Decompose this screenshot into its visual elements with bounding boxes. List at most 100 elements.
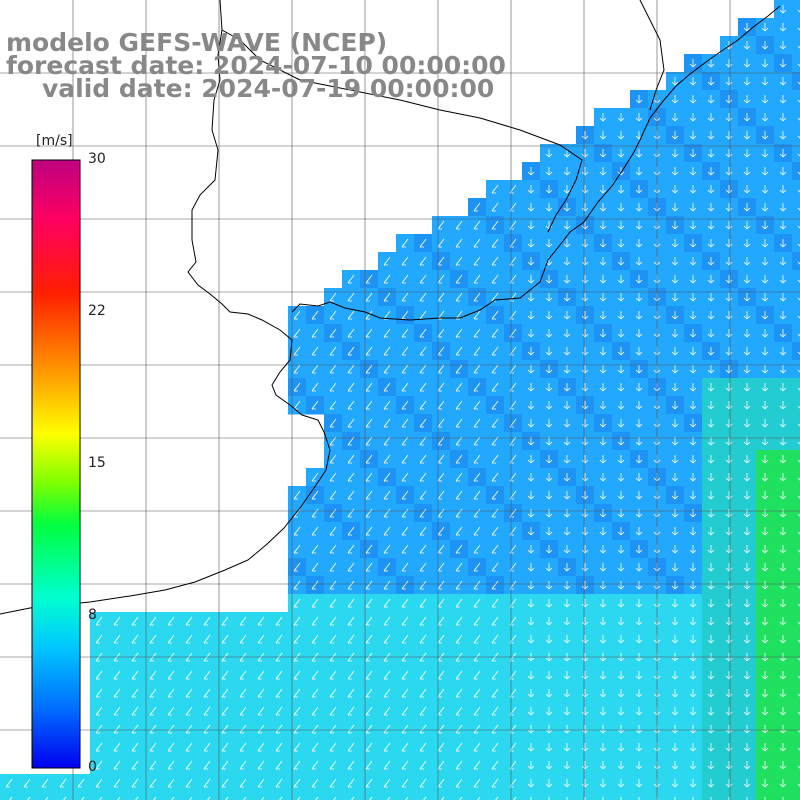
wind-arrow: [527, 401, 535, 410]
wind-arrow: [779, 329, 787, 338]
wind-arrow: [581, 167, 589, 176]
wind-arrow: [671, 725, 679, 734]
wind-arrow: [635, 365, 643, 374]
wind-arrow: [401, 382, 409, 392]
wind-arrow: [581, 761, 589, 770]
wind-arrow: [599, 149, 607, 158]
wind-arrow: [419, 742, 427, 752]
wind-arrow: [455, 508, 463, 518]
wind-arrow: [761, 293, 769, 302]
wind-arrow: [779, 581, 787, 590]
wind-arrow: [617, 257, 625, 266]
wind-arrow: [779, 239, 787, 248]
wind-arrow: [617, 275, 625, 284]
wind-arrow: [441, 796, 445, 800]
wind-arrow: [527, 563, 535, 572]
wind-arrow: [419, 436, 427, 446]
wind-arrow: [671, 761, 679, 770]
wind-arrow: [365, 778, 373, 788]
wind-arrow: [27, 796, 31, 800]
wind-arrow: [329, 724, 337, 734]
wind-arrow: [9, 796, 13, 800]
wind-arrow: [599, 761, 607, 770]
wind-arrow: [779, 185, 787, 194]
wind-arrow: [401, 778, 409, 788]
wind-arrow: [707, 149, 715, 158]
wind-arrow: [473, 238, 481, 248]
wind-arrow: [689, 635, 697, 644]
wind-arrow: [347, 580, 355, 590]
wind-arrow: [599, 725, 607, 734]
wind-arrow: [293, 742, 301, 752]
colorbar-tick-15: 15: [88, 455, 106, 471]
wind-arrow: [243, 796, 247, 800]
wind-arrow: [527, 509, 535, 518]
wind-arrow: [761, 149, 769, 158]
wind-arrow: [81, 796, 85, 800]
wind-arrow: [95, 670, 103, 680]
coastline-path: [0, 0, 331, 615]
wind-arrow: [563, 635, 571, 644]
wind-arrow: [527, 473, 535, 482]
wind-arrow: [293, 490, 301, 500]
wind-arrow: [329, 580, 337, 590]
wind-arrow: [167, 616, 175, 626]
wind-arrow: [581, 707, 589, 716]
wind-arrow: [707, 779, 715, 788]
wind-arrow: [743, 113, 751, 122]
wind-arrow: [671, 185, 679, 194]
wind-arrow: [725, 293, 733, 302]
wind-arrow: [437, 364, 445, 374]
wind-arrow: [491, 778, 499, 788]
wind-arrow: [491, 562, 499, 572]
wind-arrow: [707, 347, 715, 356]
wind-arrow: [117, 796, 121, 800]
wind-arrow: [725, 563, 733, 572]
wind-arrow: [365, 274, 373, 284]
wind-arrow: [563, 509, 571, 518]
wind-arrow: [455, 418, 463, 428]
wind-arrow: [707, 635, 715, 644]
wind-arrow: [95, 706, 103, 716]
wind-arrow: [455, 706, 463, 716]
wind-arrow: [563, 725, 571, 734]
wind-arrow: [761, 581, 769, 590]
wind-arrow: [545, 563, 553, 572]
wind-arrow: [473, 688, 481, 698]
wind-arrow: [635, 761, 643, 770]
wind-arrow: [707, 473, 715, 482]
wind-arrow: [779, 167, 787, 176]
wind-arrow: [671, 437, 679, 446]
wind-speed-cell: [504, 792, 523, 800]
wind-arrow: [293, 616, 301, 626]
wind-arrow: [491, 202, 499, 212]
wind-arrow: [257, 760, 265, 770]
wind-arrow: [527, 635, 535, 644]
wind-arrow: [473, 382, 481, 392]
wind-arrow: [455, 436, 463, 446]
wind-arrow: [671, 689, 679, 698]
wind-arrow: [149, 688, 157, 698]
wind-arrow: [351, 796, 355, 800]
wind-arrow: [311, 382, 319, 392]
wind-arrow: [347, 598, 355, 608]
wind-arrow: [347, 544, 355, 554]
wind-arrow: [455, 328, 463, 338]
wind-arrow: [689, 563, 697, 572]
wind-arrow: [689, 293, 697, 302]
wind-arrow: [221, 688, 229, 698]
wind-arrow: [599, 689, 607, 698]
wind-arrow: [401, 724, 409, 734]
wind-arrow: [437, 760, 445, 770]
wind-arrow: [617, 473, 625, 482]
wind-arrow: [275, 688, 283, 698]
wind-arrow: [617, 437, 625, 446]
wind-arrow: [779, 23, 787, 32]
wind-arrow: [761, 329, 769, 338]
wind-arrow: [329, 472, 337, 482]
wind-arrow: [779, 707, 787, 716]
wind-arrow: [599, 329, 607, 338]
wind-arrow: [581, 203, 589, 212]
wind-arrow: [599, 581, 607, 590]
wind-arrow: [743, 41, 751, 50]
